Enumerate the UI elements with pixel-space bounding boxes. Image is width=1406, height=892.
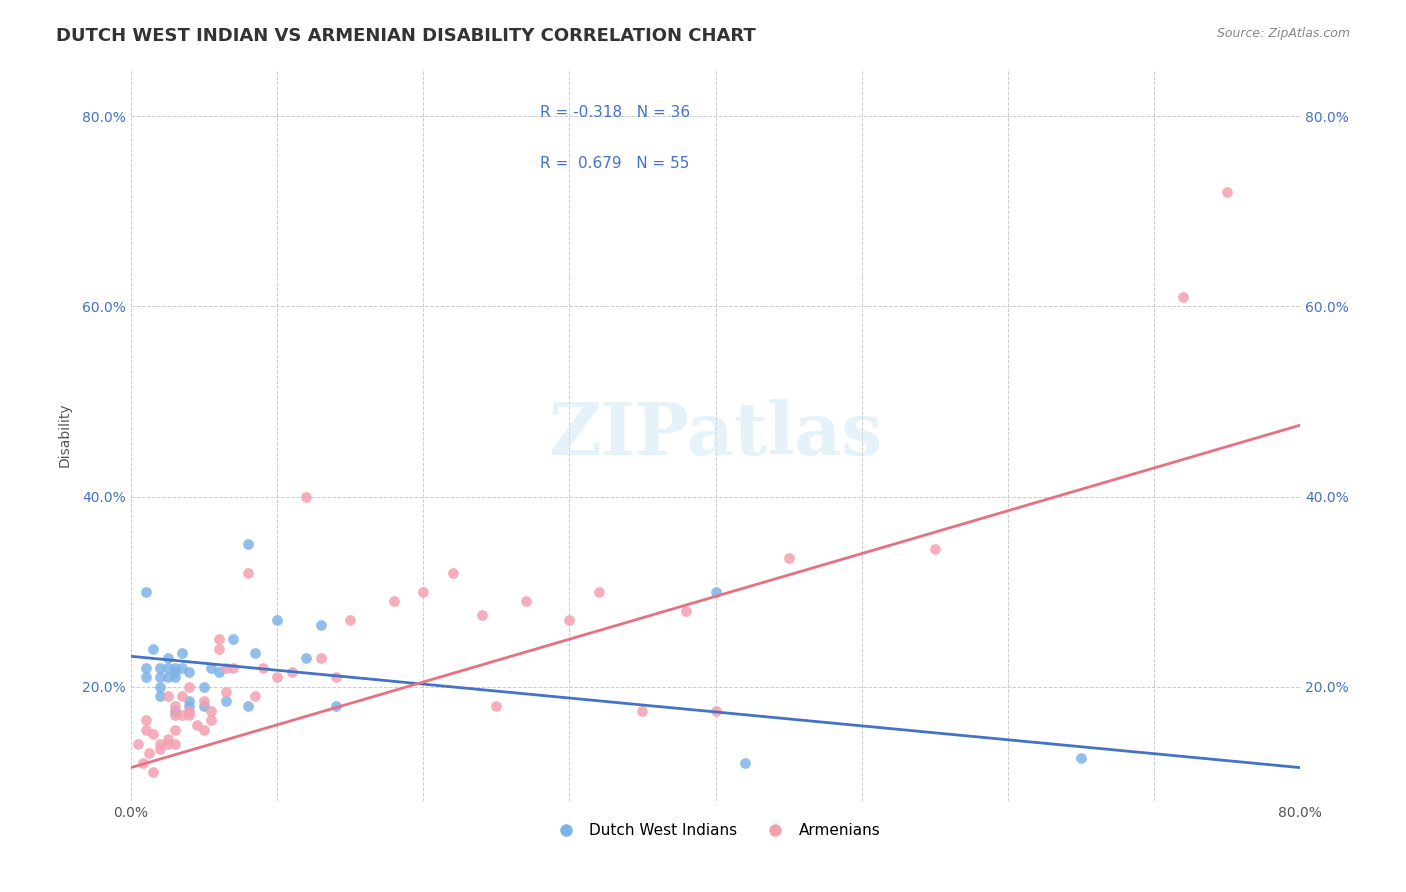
Point <box>156 651 179 665</box>
Point <box>236 698 259 713</box>
Text: R =  0.679   N = 55: R = 0.679 N = 55 <box>540 156 689 171</box>
Point <box>179 680 201 694</box>
Text: DUTCH WEST INDIAN VS ARMENIAN DISABILITY CORRELATION CHART: DUTCH WEST INDIAN VS ARMENIAN DISABILITY… <box>56 27 756 45</box>
Point <box>193 723 215 737</box>
Point <box>325 670 347 684</box>
Point <box>193 698 215 713</box>
Point <box>179 708 201 723</box>
Point <box>172 690 194 704</box>
Point <box>149 661 172 675</box>
Point <box>163 661 186 675</box>
Point <box>382 594 405 608</box>
Point <box>266 613 288 627</box>
Point <box>156 670 179 684</box>
Point <box>200 713 222 727</box>
Point <box>179 694 201 708</box>
Point <box>215 661 238 675</box>
Y-axis label: Disability: Disability <box>58 402 72 467</box>
Point <box>163 737 186 751</box>
Point <box>924 541 946 556</box>
Point <box>412 584 434 599</box>
Point <box>149 737 172 751</box>
Point <box>138 747 160 761</box>
Point <box>309 618 332 632</box>
Point <box>156 690 179 704</box>
Point <box>208 632 231 647</box>
Point <box>485 698 508 713</box>
Point <box>149 670 172 684</box>
Point <box>172 647 194 661</box>
Point <box>132 756 155 770</box>
Point <box>135 713 157 727</box>
Point <box>339 613 361 627</box>
Point <box>215 694 238 708</box>
Point <box>245 647 267 661</box>
Point <box>208 665 231 680</box>
Point <box>179 704 201 718</box>
Point <box>266 670 288 684</box>
Point <box>309 651 332 665</box>
Point <box>558 613 581 627</box>
Point <box>163 708 186 723</box>
Point <box>631 704 654 718</box>
Point <box>1216 185 1239 199</box>
Point <box>236 566 259 580</box>
Point <box>200 704 222 718</box>
Point <box>163 704 186 718</box>
Point <box>149 741 172 756</box>
Point <box>163 723 186 737</box>
Point <box>127 737 149 751</box>
Point <box>675 604 697 618</box>
Point <box>252 661 274 675</box>
Point <box>236 537 259 551</box>
Point <box>515 594 537 608</box>
Point <box>222 632 245 647</box>
Point <box>149 690 172 704</box>
Point <box>135 670 157 684</box>
Point <box>179 698 201 713</box>
Point <box>200 661 222 675</box>
Point <box>281 665 304 680</box>
Point <box>295 651 318 665</box>
Point <box>135 661 157 675</box>
Point <box>704 704 727 718</box>
Text: ZIPatlas: ZIPatlas <box>548 400 883 470</box>
Point <box>135 584 157 599</box>
Point <box>179 665 201 680</box>
Point <box>142 727 165 741</box>
Point <box>222 661 245 675</box>
Point <box>186 718 208 732</box>
Text: Source: ZipAtlas.com: Source: ZipAtlas.com <box>1216 27 1350 40</box>
Point <box>588 584 610 599</box>
Point <box>471 608 494 623</box>
Point <box>1070 751 1092 765</box>
Point <box>193 680 215 694</box>
Point <box>156 661 179 675</box>
Point <box>163 670 186 684</box>
Point <box>245 690 267 704</box>
Point <box>142 641 165 656</box>
Legend: Dutch West Indians, Armenians: Dutch West Indians, Armenians <box>546 817 886 845</box>
Point <box>1173 290 1195 304</box>
Point <box>193 694 215 708</box>
Point <box>208 641 231 656</box>
Point <box>325 698 347 713</box>
Point <box>734 756 756 770</box>
Point <box>149 680 172 694</box>
Point <box>704 584 727 599</box>
Point <box>163 665 186 680</box>
Point <box>163 698 186 713</box>
Point <box>156 737 179 751</box>
Point <box>156 732 179 747</box>
Point <box>172 708 194 723</box>
Point <box>135 723 157 737</box>
Point <box>295 490 318 504</box>
Point <box>215 684 238 698</box>
Point <box>172 661 194 675</box>
Point <box>778 551 800 566</box>
Point <box>142 765 165 780</box>
Text: R = -0.318   N = 36: R = -0.318 N = 36 <box>540 105 690 120</box>
Point <box>441 566 464 580</box>
